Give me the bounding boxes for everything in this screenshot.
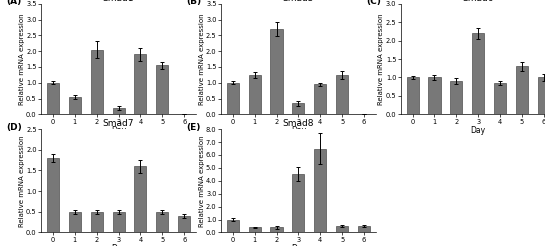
- Title: Smad5: Smad5: [283, 0, 314, 3]
- Text: (B): (B): [186, 0, 202, 6]
- Bar: [270, 29, 282, 114]
- Bar: [516, 66, 528, 114]
- Title: Smad1: Smad1: [103, 0, 134, 3]
- X-axis label: Day: Day: [291, 244, 306, 246]
- Y-axis label: Relative mRNA expression: Relative mRNA expression: [19, 13, 25, 105]
- Bar: [494, 83, 506, 114]
- Bar: [112, 212, 125, 232]
- Bar: [450, 81, 462, 114]
- Bar: [428, 77, 440, 114]
- Bar: [156, 65, 168, 114]
- Bar: [90, 49, 102, 114]
- X-axis label: Day: Day: [291, 126, 306, 135]
- Bar: [156, 212, 168, 232]
- Bar: [292, 174, 305, 232]
- Bar: [227, 219, 239, 232]
- Bar: [249, 75, 261, 114]
- Bar: [538, 77, 545, 114]
- Text: (E): (E): [186, 123, 201, 132]
- Bar: [472, 33, 485, 114]
- Bar: [47, 158, 59, 232]
- Bar: [69, 212, 81, 232]
- Bar: [135, 166, 147, 232]
- Bar: [112, 108, 125, 114]
- Bar: [47, 83, 59, 114]
- Bar: [249, 227, 261, 232]
- Bar: [69, 97, 81, 114]
- Title: Smad6: Smad6: [463, 0, 494, 3]
- Text: (A): (A): [7, 0, 22, 6]
- Bar: [270, 227, 282, 232]
- Bar: [178, 216, 190, 232]
- Text: (C): (C): [366, 0, 381, 6]
- Bar: [407, 77, 419, 114]
- Bar: [336, 226, 348, 232]
- Bar: [135, 54, 147, 114]
- Y-axis label: Relative mRNA expression: Relative mRNA expression: [198, 135, 204, 227]
- X-axis label: Day: Day: [471, 126, 486, 135]
- Title: Smad8: Smad8: [283, 119, 314, 128]
- Bar: [314, 149, 326, 232]
- Text: (D): (D): [7, 123, 22, 132]
- Bar: [227, 83, 239, 114]
- Bar: [336, 75, 348, 114]
- Y-axis label: Relative mRNA expression: Relative mRNA expression: [378, 13, 384, 105]
- X-axis label: Day: Day: [111, 244, 126, 246]
- Bar: [358, 226, 370, 232]
- Bar: [292, 103, 305, 114]
- Bar: [314, 84, 326, 114]
- Bar: [90, 212, 102, 232]
- X-axis label: Day: Day: [111, 126, 126, 135]
- Y-axis label: Relative mRNA expression: Relative mRNA expression: [19, 135, 25, 227]
- Title: Smad7: Smad7: [103, 119, 134, 128]
- Y-axis label: Relative mRNA expression: Relative mRNA expression: [198, 13, 204, 105]
